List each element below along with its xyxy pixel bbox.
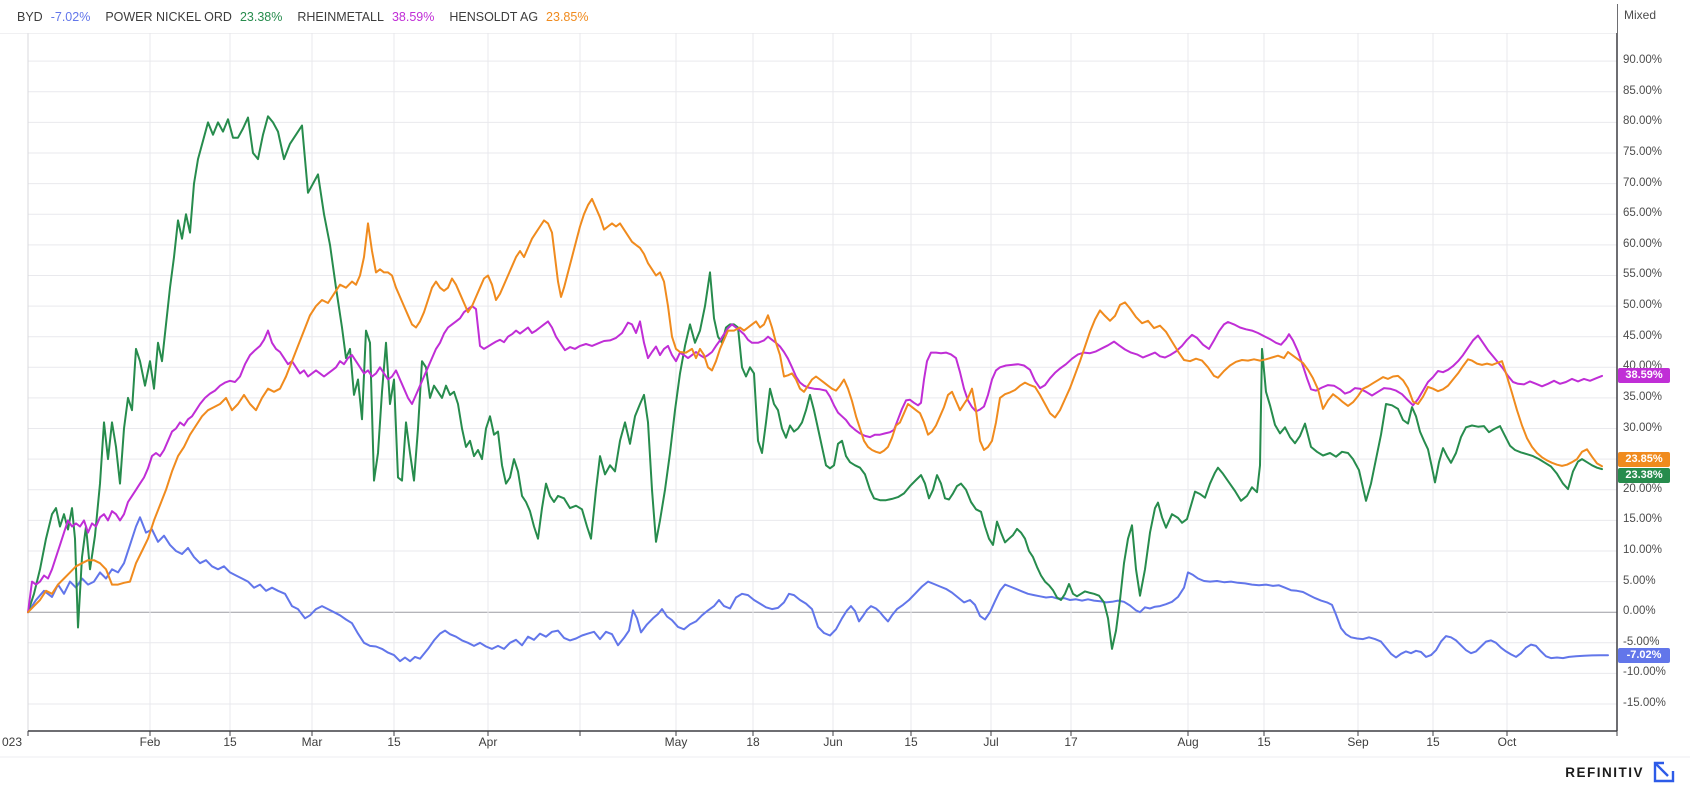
x-axis-label: 15 [387, 735, 401, 749]
y-axis-label: 70.00% [1623, 176, 1663, 189]
x-axis-label: 15 [223, 735, 237, 749]
y-axis-label: 60.00% [1623, 237, 1663, 250]
x-axis-label: 17 [1064, 735, 1078, 749]
y-axis-label: 50.00% [1623, 299, 1663, 312]
y-axis-label: 20.00% [1623, 482, 1663, 495]
legend-name: HENSOLDT AG [449, 9, 539, 24]
legend-value: 38.59% [391, 9, 435, 24]
x-axis-label: May [664, 735, 688, 749]
x-axis-label: Oct [1497, 735, 1517, 749]
y-axis-label: 45.00% [1623, 329, 1663, 342]
y-axis-label: 5.00% [1623, 574, 1656, 587]
series-line-2 [27, 305, 1603, 614]
y-axis-label: 15.00% [1623, 513, 1663, 526]
x-axis-label: 15 [904, 735, 918, 749]
x-axis-label: Jun [823, 735, 843, 749]
branding: REFINITIV [1565, 760, 1676, 784]
legend-value: -7.02% [50, 9, 91, 24]
series-lines [27, 115, 1609, 663]
x-axis-label: 18 [746, 735, 760, 749]
y-axis-label: 80.00% [1623, 115, 1663, 128]
x-axis-label: Mar [301, 735, 323, 749]
y-axis-label: 75.00% [1623, 146, 1663, 159]
series-line-0 [27, 516, 1609, 663]
vertical-gridlines [149, 33, 1508, 731]
x-axis-label: 15 [1426, 735, 1440, 749]
legend-value: 23.38% [239, 9, 283, 24]
y-axis-label: -5.00% [1623, 635, 1660, 648]
y-axis-label: 30.00% [1623, 421, 1663, 434]
last-value-badge-2: 38.59% [1618, 368, 1670, 384]
axis-tick-marks [27, 731, 1618, 736]
legend-item-0[interactable]: BYD -7.02% [17, 10, 90, 24]
legend-name: BYD [17, 9, 43, 24]
axis-lines [0, 4, 1690, 758]
legend-bar: BYD -7.02% POWER NICKEL ORD 23.38% RHEINMETA… [0, 0, 1617, 33]
refinitiv-logo-icon [1653, 761, 1675, 783]
y-axis-label: -10.00% [1623, 666, 1666, 679]
refinitiv-logo-text: REFINITIV [1565, 764, 1644, 780]
y-axis-label: 35.00% [1623, 390, 1663, 403]
x-axis-label: 15 [1257, 735, 1271, 749]
y-axis-label: 10.00% [1623, 543, 1663, 556]
last-value-badge-0: -7.02% [1618, 647, 1670, 663]
legend-item-3[interactable]: HENSOLDT AG 23.85% [449, 10, 588, 24]
y-axis-label: 0.00% [1623, 605, 1656, 618]
series-line-3 [27, 197, 1603, 614]
x-axis-label: Jul [983, 735, 999, 749]
y-axis-label: -15.00% [1623, 697, 1666, 710]
legend-value: 23.85% [546, 9, 589, 24]
x-axis-label: Aug [1177, 735, 1199, 749]
y-axis-label: 85.00% [1623, 84, 1663, 97]
legend-name: RHEINMETALL [297, 9, 384, 24]
last-value-badge-1: 23.38% [1618, 468, 1670, 484]
axis-scale-status[interactable]: Mixed [1624, 8, 1657, 22]
legend-item-2[interactable]: RHEINMETALL 38.59% [297, 10, 434, 24]
x-axis-label: 023 [2, 735, 23, 749]
y-axis-label: 55.00% [1623, 268, 1663, 281]
series-line-1 [27, 115, 1603, 650]
last-value-badge-3: 23.85% [1618, 452, 1670, 468]
legend-name: POWER NICKEL ORD [105, 9, 232, 24]
x-axis-label: Sep [1347, 735, 1369, 749]
x-axis-label: Apr [478, 735, 498, 749]
y-axis-label: 90.00% [1623, 54, 1663, 67]
legend-item-1[interactable]: POWER NICKEL ORD 23.38% [105, 10, 282, 24]
y-axis-label: 65.00% [1623, 207, 1663, 220]
x-axis-label: Feb [139, 735, 161, 749]
